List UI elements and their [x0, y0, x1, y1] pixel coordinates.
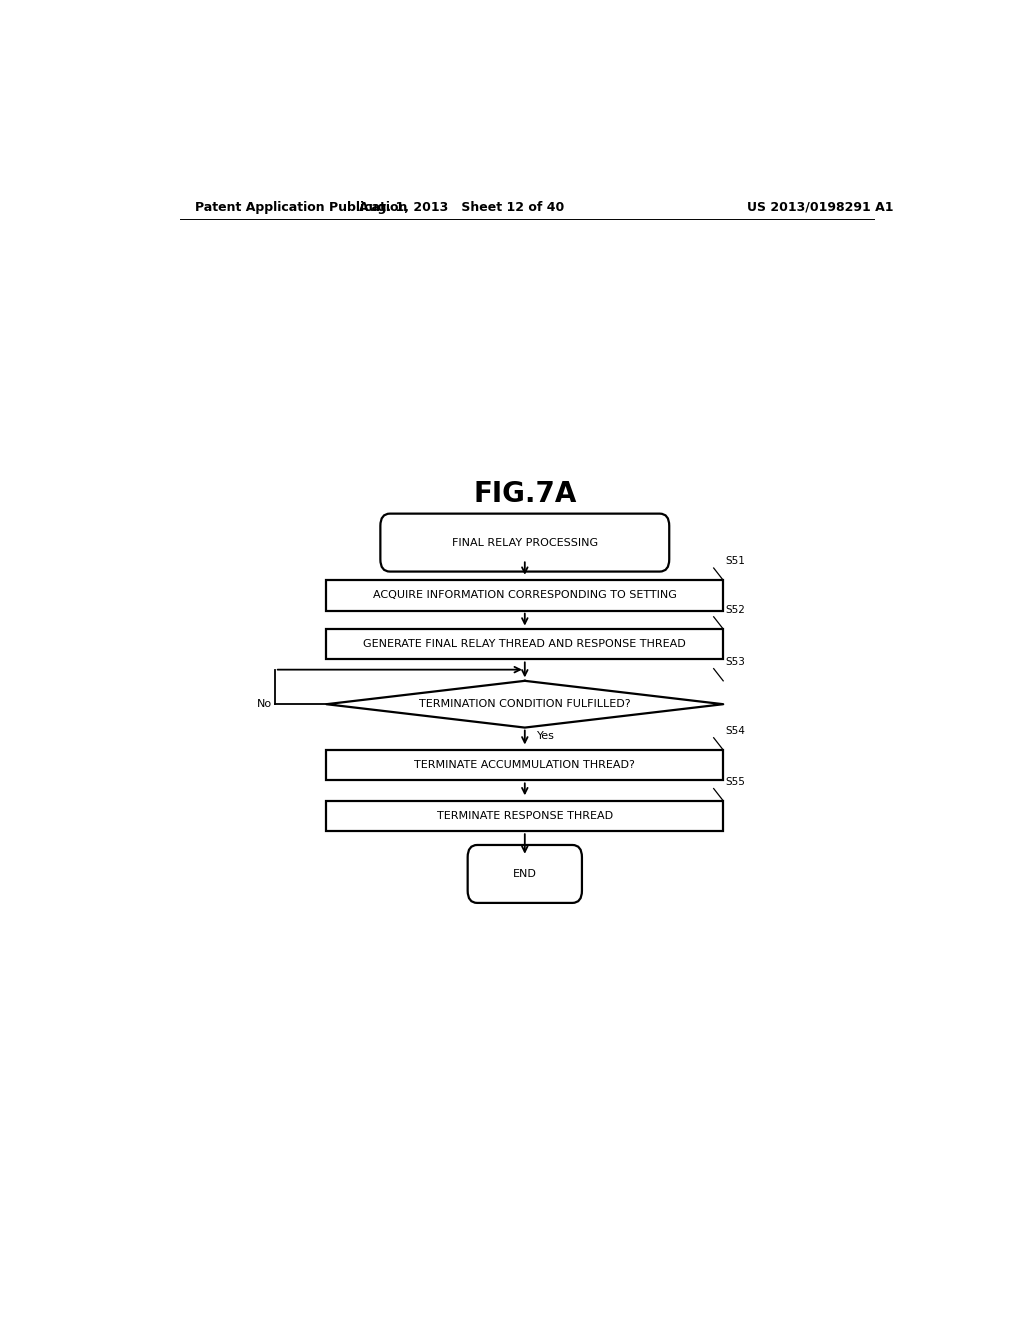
FancyBboxPatch shape — [468, 845, 582, 903]
Text: S55: S55 — [726, 776, 745, 787]
Text: US 2013/0198291 A1: US 2013/0198291 A1 — [748, 201, 894, 214]
Text: TERMINATE ACCUMMULATION THREAD?: TERMINATE ACCUMMULATION THREAD? — [415, 760, 635, 770]
Bar — [327, 581, 723, 611]
Text: END: END — [513, 869, 537, 879]
Text: FIG.7A: FIG.7A — [473, 479, 577, 508]
Text: FINAL RELAY PROCESSING: FINAL RELAY PROCESSING — [452, 537, 598, 548]
Bar — [327, 630, 723, 660]
Bar — [327, 750, 723, 780]
Text: S52: S52 — [726, 605, 745, 615]
Text: ACQUIRE INFORMATION CORRESPONDING TO SETTING: ACQUIRE INFORMATION CORRESPONDING TO SET… — [373, 590, 677, 601]
Text: No: No — [257, 700, 272, 709]
Text: S54: S54 — [726, 726, 745, 735]
Text: GENERATE FINAL RELAY THREAD AND RESPONSE THREAD: GENERATE FINAL RELAY THREAD AND RESPONSE… — [364, 639, 686, 649]
Polygon shape — [327, 681, 723, 727]
Text: TERMINATE RESPONSE THREAD: TERMINATE RESPONSE THREAD — [437, 810, 612, 821]
Text: Yes: Yes — [537, 731, 555, 741]
Text: S53: S53 — [726, 656, 745, 667]
Text: Patent Application Publication: Patent Application Publication — [196, 201, 408, 214]
Text: Aug. 1, 2013   Sheet 12 of 40: Aug. 1, 2013 Sheet 12 of 40 — [358, 201, 564, 214]
FancyBboxPatch shape — [380, 513, 670, 572]
Bar — [327, 801, 723, 832]
Text: S51: S51 — [726, 556, 745, 566]
Text: TERMINATION CONDITION FULFILLED?: TERMINATION CONDITION FULFILLED? — [419, 700, 631, 709]
